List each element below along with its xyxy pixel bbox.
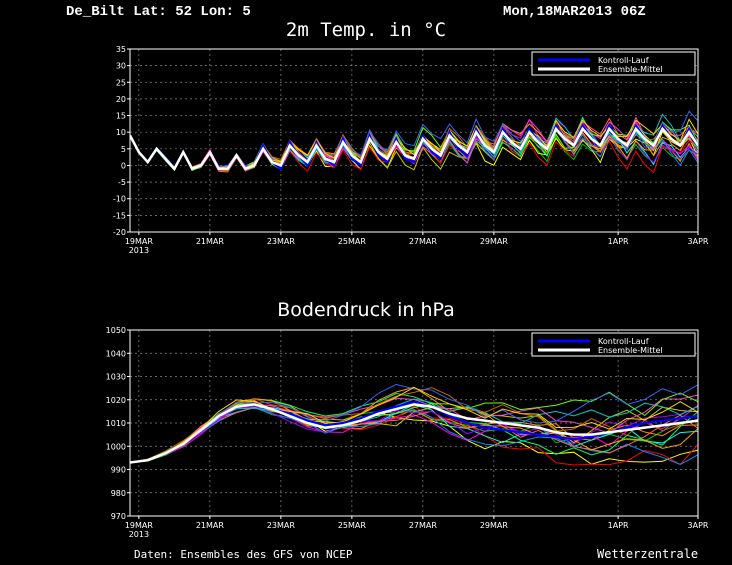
ensemble-member-line	[130, 383, 698, 464]
brand-label: Wetterzentrale	[597, 547, 699, 561]
x-tick-label: 25MAR	[338, 237, 367, 246]
x-tick-label: 23MAR	[267, 237, 296, 246]
x-tick-sublabel: 2013	[129, 530, 149, 539]
ensemble-member-line	[130, 404, 698, 463]
y-tick-label: 15	[116, 112, 126, 121]
ensemble-member-line	[130, 405, 698, 463]
x-tick-label: 23MAR	[267, 521, 296, 530]
plot-area	[130, 383, 698, 466]
y-tick-label: 1000	[106, 442, 126, 451]
y-tick-label: 10	[116, 128, 126, 137]
x-tick-label: 21MAR	[196, 521, 225, 530]
y-tick-label: 0	[121, 161, 126, 170]
y-tick-label: 1050	[106, 326, 126, 335]
y-tick-label: 970	[111, 512, 126, 521]
x-tick-label: 29MAR	[480, 521, 509, 530]
chart-1-group: 1050 1040 1030 1020 1010 1000 990 980 97019MAR20…	[106, 326, 709, 539]
ensemble-member-line	[130, 404, 698, 463]
y-tick-label: 25	[116, 78, 126, 87]
y-tick-label: 1040	[106, 349, 126, 358]
legend-label: Ensemble-Mittel	[598, 346, 663, 355]
x-tick-label: 19MAR	[125, 521, 154, 530]
station-label: De_Bilt Lat: 52 Lon: 5	[66, 4, 251, 20]
plot-area	[130, 110, 698, 174]
ensemble-mittel-line	[130, 403, 698, 464]
temp-chart-title: 2m Temp. in °C	[285, 19, 447, 41]
y-tick-label: -10	[113, 195, 126, 204]
y-tick-label: 990	[111, 466, 126, 475]
run-date: Mon,18MAR2013 06Z	[503, 4, 646, 20]
x-tick-label: 3APR	[688, 237, 709, 246]
y-tick-label: -20	[113, 228, 126, 237]
x-tick-label: 29MAR	[480, 237, 509, 246]
y-tick-label: -5	[118, 178, 126, 187]
y-tick-label: 1020	[106, 396, 126, 405]
data-source-note: Daten: Ensembles des GFS von NCEP	[134, 548, 353, 561]
x-tick-label: 25MAR	[338, 521, 367, 530]
legend-label: Kontroll-Lauf	[598, 337, 649, 346]
y-tick-label: 20	[116, 95, 126, 104]
y-tick-label: 30	[116, 62, 126, 71]
legend-label: Ensemble-Mittel	[598, 65, 663, 74]
y-tick-label: 1010	[106, 419, 126, 428]
x-tick-label: 1APR	[608, 237, 629, 246]
y-tick-label: 5	[121, 145, 126, 154]
ensemble-mittel-line	[130, 126, 698, 171]
ensemble-member-line	[130, 386, 698, 463]
x-tick-label: 3APR	[688, 521, 709, 530]
x-tick-label: 27MAR	[409, 237, 438, 246]
x-tick-label: 27MAR	[409, 521, 438, 530]
x-tick-sublabel: 2013	[129, 246, 149, 255]
x-tick-label: 21MAR	[196, 237, 225, 246]
legend-label: Kontroll-Lauf	[598, 56, 649, 65]
y-tick-label: 1030	[106, 373, 126, 382]
pressure-chart-title: Bodendruck in hPa	[277, 299, 455, 321]
y-tick-label: 980	[111, 489, 126, 498]
x-tick-label: 1APR	[608, 521, 629, 530]
ensemble-member-line	[130, 387, 698, 463]
y-tick-label: 35	[116, 45, 126, 54]
plot-frame	[129, 48, 699, 233]
y-tick-label: -15	[113, 211, 126, 220]
x-tick-label: 19MAR	[125, 237, 154, 246]
